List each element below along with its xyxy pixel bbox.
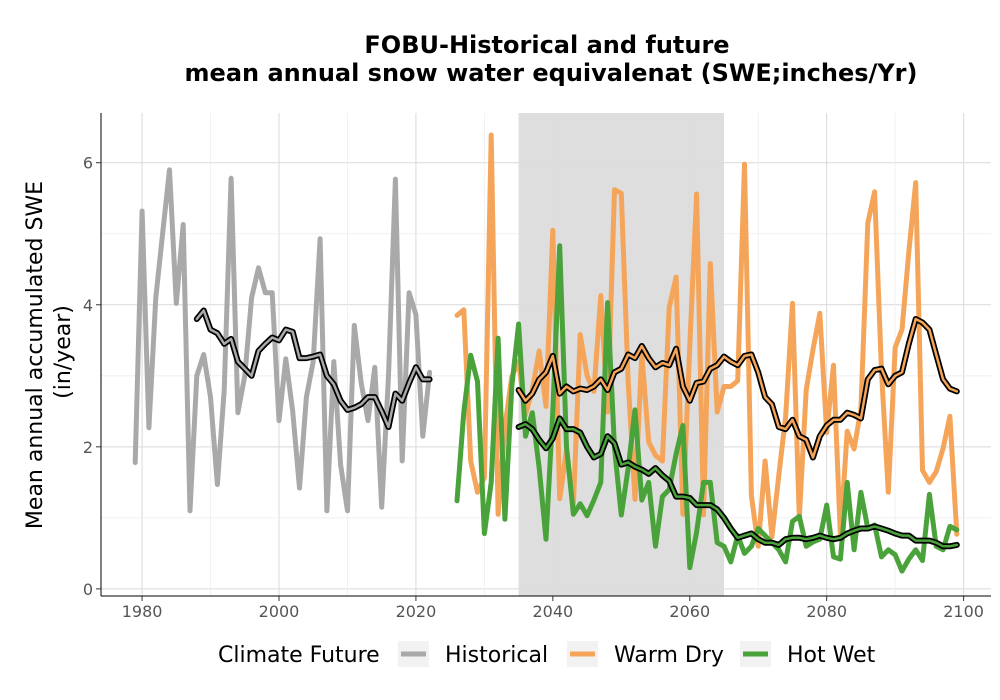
x-tick-label-2040: 2040 [532, 602, 573, 621]
x-tick-label-2000: 2000 [259, 602, 300, 621]
smoothed-line-warm-dry [517, 317, 959, 459]
smoothed-line-hot-wet [517, 417, 959, 548]
x-tick-label-2080: 2080 [806, 602, 847, 621]
y-axis-title-line-1: Mean annual accumulated SWE [23, 181, 48, 529]
y-tick-label-4: 4 [83, 296, 93, 315]
chart-title-line-2: mean annual snow water equivalenat (SWE;… [185, 59, 918, 87]
x-tick-label-1980: 1980 [122, 602, 163, 621]
plot-area: 1980 2000 2020 2040 2060 2080 2100 0 2 4 6 [83, 113, 991, 621]
series-line-warm-dry [454, 132, 960, 549]
y-axis-title-line-2: (in/year) [51, 305, 76, 399]
y-tick-label-6: 6 [83, 154, 93, 173]
x-tick-label-2100: 2100 [943, 602, 984, 621]
legend-label-warm-dry: Warm Dry [614, 643, 724, 668]
x-tick-label-2020: 2020 [396, 602, 437, 621]
legend: Climate Future Historical Warm Dry Hot Wet [218, 641, 876, 668]
smoothed-line-historical [195, 309, 431, 429]
legend-title: Climate Future [218, 643, 380, 668]
series-line-historical [132, 167, 433, 514]
legend-label-historical: Historical [445, 643, 548, 668]
legend-label-hot-wet: Hot Wet [787, 643, 876, 668]
y-tick-label-0: 0 [83, 580, 93, 599]
x-tick-label-2060: 2060 [669, 602, 710, 621]
chart-title-line-1: FOBU-Historical and future [364, 31, 729, 59]
y-tick-label-2: 2 [83, 438, 93, 457]
